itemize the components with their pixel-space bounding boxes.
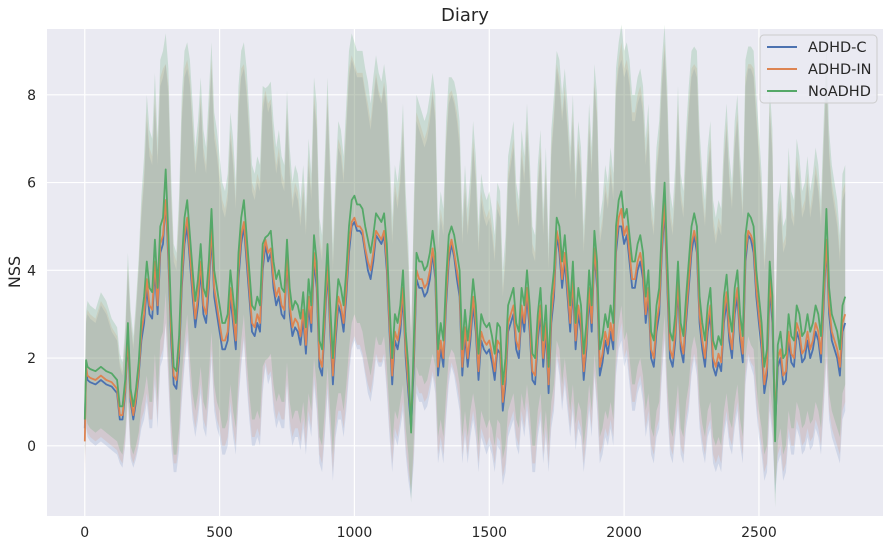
x-tick-label: 1500 xyxy=(471,525,507,541)
legend-box xyxy=(759,34,878,104)
chart-title: Diary xyxy=(441,5,489,26)
confidence-bands xyxy=(84,24,846,508)
legend-label-adhd-c: ADHD-C xyxy=(808,40,867,56)
series-lines xyxy=(83,168,847,443)
y-tick-labels: 0 2 4 6 8 xyxy=(27,88,36,455)
y-tick-label: 6 xyxy=(27,176,36,192)
series-line-adhd-in xyxy=(83,199,847,442)
y-tick-label: 2 xyxy=(27,351,36,367)
x-tick-label: 500 xyxy=(206,525,233,541)
y-tick-label: 4 xyxy=(27,263,36,279)
x-tick-label: 2000 xyxy=(606,525,642,541)
legend-label-noadhd: NoADHD xyxy=(808,84,871,100)
confidence-band-adhd-in xyxy=(84,42,846,490)
x-tick-label: 0 xyxy=(80,525,89,541)
x-tick-label: 2500 xyxy=(741,525,777,541)
y-tick-label: 8 xyxy=(27,88,36,104)
confidence-band-noadhd xyxy=(84,24,846,508)
legend-label-adhd-in: ADHD-IN xyxy=(808,62,872,78)
confidence-band-adhd-c xyxy=(84,50,846,499)
grid xyxy=(47,29,883,516)
y-tick-label: 0 xyxy=(27,439,36,455)
x-tick-labels: 0 500 1000 1500 2000 2500 xyxy=(80,525,776,541)
x-tick-label: 1000 xyxy=(337,525,373,541)
y-axis-label: NSS xyxy=(5,256,24,288)
legend: ADHD-C ADHD-IN NoADHD xyxy=(759,34,878,104)
series-line-noadhd xyxy=(83,168,847,443)
